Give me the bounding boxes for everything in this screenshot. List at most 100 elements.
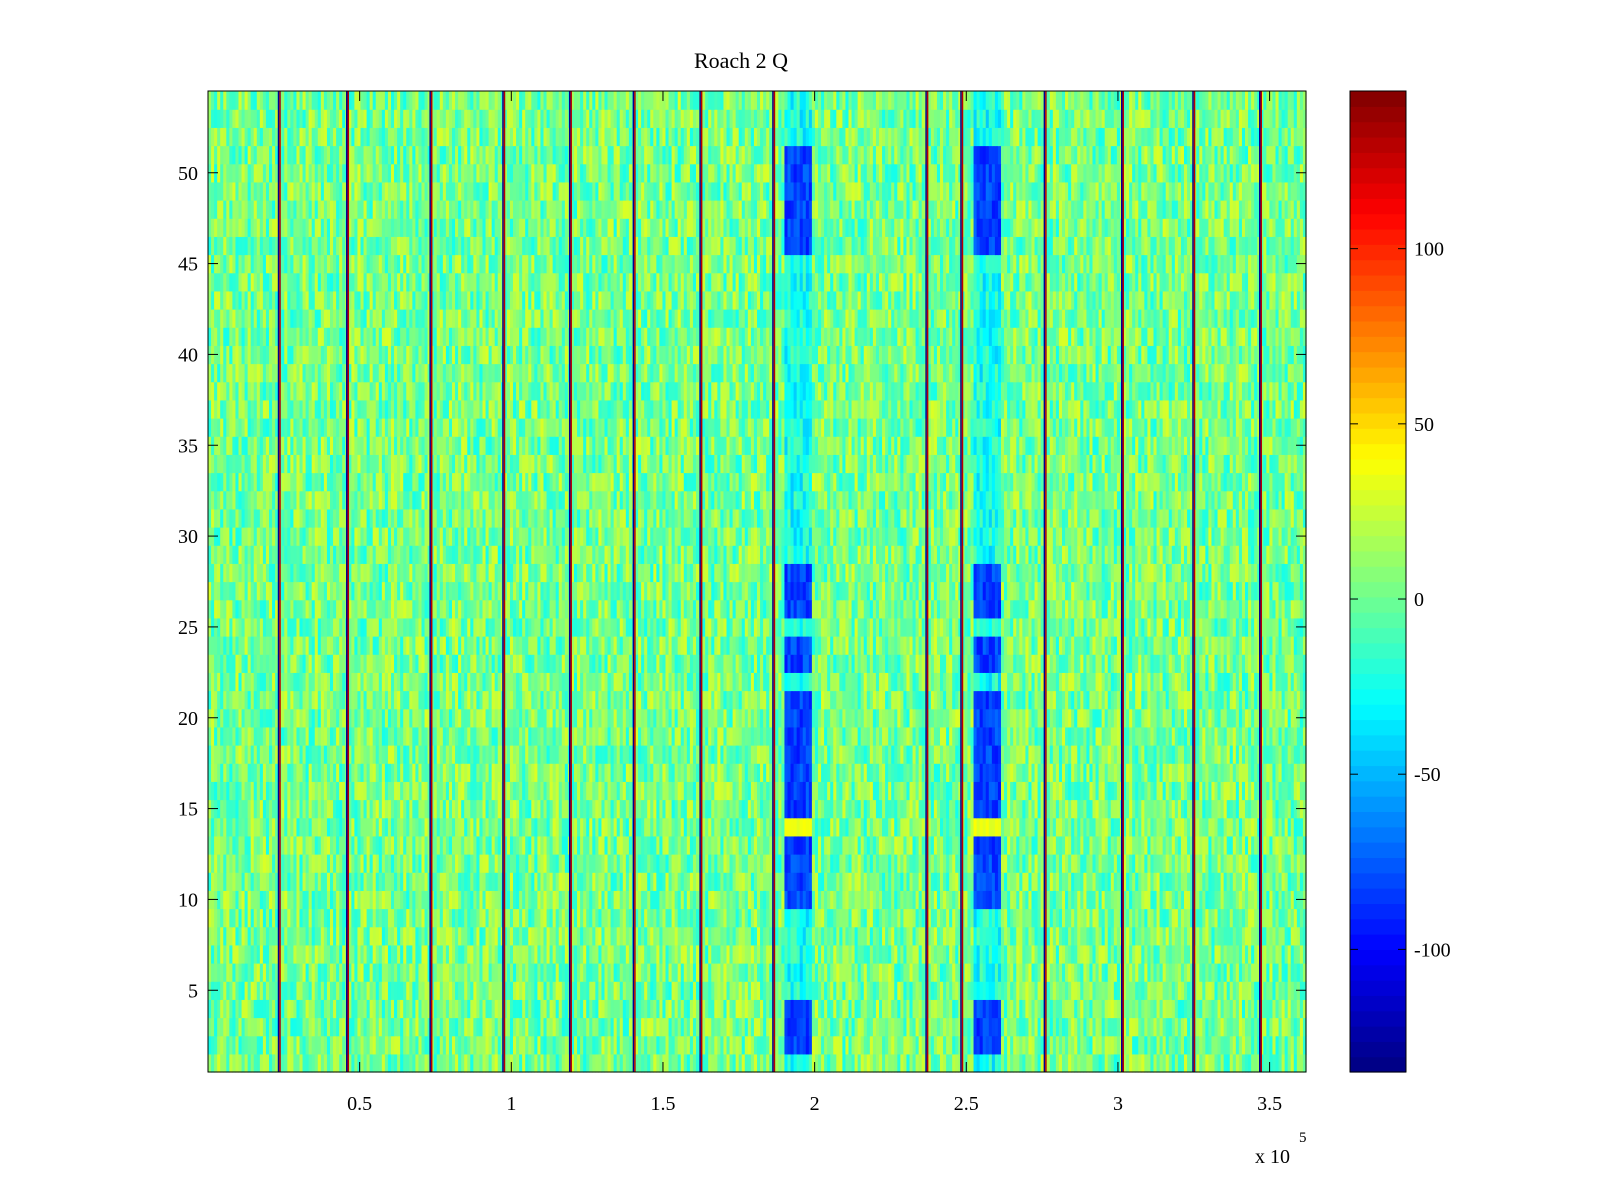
heatmap-cell — [1010, 908, 1014, 928]
heatmap-cell — [1062, 926, 1066, 946]
heatmap-cell — [1132, 890, 1136, 910]
heatmap-cell — [305, 890, 310, 910]
heatmap-cell — [275, 1035, 279, 1055]
heatmap-cell — [360, 835, 365, 855]
heatmap-cell — [1296, 963, 1301, 982]
heatmap-cell — [595, 944, 599, 964]
heatmap-cell — [1159, 1053, 1164, 1073]
heatmap-cell — [949, 854, 953, 873]
heatmap-cell — [921, 908, 926, 928]
heatmap-cell — [1107, 835, 1112, 855]
heatmap-cell — [305, 854, 310, 873]
heatmap-cell — [363, 817, 368, 837]
heatmap-cell — [250, 908, 255, 928]
heatmap-cell — [1126, 926, 1130, 946]
heatmap-cell — [1278, 963, 1283, 982]
heatmap-cell — [1055, 1053, 1060, 1073]
heatmap-cell — [488, 926, 493, 946]
heatmap-cell — [461, 890, 465, 910]
heatmap-cell — [363, 854, 368, 873]
heatmap-cell — [369, 1035, 374, 1055]
heatmap-cell — [1135, 890, 1139, 910]
heatmap-cell — [269, 817, 273, 837]
heatmap-cell — [964, 944, 969, 964]
heatmap-cell — [1007, 1017, 1011, 1037]
heatmap-cell — [290, 963, 294, 982]
heatmap-cell — [427, 872, 432, 891]
heatmap-cell — [1123, 854, 1127, 873]
heatmap-cell — [244, 890, 249, 910]
heatmap-cell — [958, 963, 962, 982]
heatmap-cell — [918, 1017, 923, 1037]
heatmap-cell — [415, 981, 420, 1000]
heatmap-cell — [702, 1017, 706, 1037]
heatmap-cell — [644, 817, 648, 837]
heatmap-cell — [415, 963, 420, 982]
heatmap-cell — [744, 963, 749, 982]
heatmap-cell — [1123, 981, 1127, 1000]
heatmap-cell — [1065, 963, 1069, 982]
heatmap-cell — [1174, 926, 1179, 946]
heatmap-cell — [848, 1035, 853, 1055]
heatmap-cell — [589, 1017, 593, 1037]
heatmap-cell — [1272, 890, 1277, 910]
heatmap-cell — [610, 835, 615, 855]
heatmap-cell — [918, 854, 923, 873]
heatmap-cell — [711, 890, 715, 910]
heatmap-cell — [497, 872, 502, 891]
heatmap-cell — [964, 963, 969, 982]
heatmap-cell — [1037, 835, 1042, 855]
heatmap-cell — [1245, 908, 1249, 928]
heatmap-cell — [1235, 890, 1240, 910]
heatmap-cell — [574, 999, 578, 1019]
heatmap-cell — [635, 963, 639, 982]
heatmap-cell — [272, 963, 276, 982]
heatmap-cell — [470, 1053, 474, 1073]
heatmap-cell — [1074, 981, 1078, 1000]
heatmap-cell — [592, 1053, 596, 1073]
heatmap-cell — [790, 926, 795, 946]
heatmap-cell — [885, 854, 889, 873]
heatmap-cell — [717, 872, 721, 891]
heatmap-cell — [1199, 872, 1203, 891]
heatmap-cell — [982, 872, 987, 891]
heatmap-cell — [531, 999, 535, 1019]
heatmap-cell — [506, 817, 511, 837]
heatmap-cell — [525, 872, 529, 891]
heatmap-cell — [604, 908, 609, 928]
heatmap-cell — [781, 963, 786, 982]
heatmap-cell — [796, 854, 801, 873]
heatmap-cell — [467, 872, 471, 891]
heatmap-cell — [747, 981, 752, 1000]
heatmap-cell — [778, 854, 782, 873]
heatmap-cell — [326, 854, 331, 873]
heatmap-cell — [906, 944, 911, 964]
heatmap-cell — [241, 981, 246, 1000]
heatmap-cell — [488, 999, 493, 1019]
heatmap-cell — [1083, 890, 1087, 910]
heatmap-cell — [522, 1053, 526, 1073]
heatmap-cell — [1263, 854, 1267, 873]
heatmap-cell — [430, 872, 435, 891]
heatmap-cell — [1135, 835, 1139, 855]
heatmap-cell — [226, 872, 230, 891]
heatmap-cell — [839, 835, 843, 855]
heatmap-cell — [369, 817, 374, 837]
heatmap-cell — [967, 1035, 972, 1055]
heatmap-cell — [747, 1017, 752, 1037]
heatmap-cell — [1241, 1017, 1246, 1037]
heatmap-cell — [949, 999, 953, 1019]
heatmap-cell — [875, 872, 880, 891]
heatmap-cell — [702, 981, 706, 1000]
heatmap-cell — [1220, 1017, 1225, 1037]
heatmap-cell — [824, 944, 828, 964]
heatmap-cell — [546, 981, 551, 1000]
heatmap-cell — [1177, 908, 1182, 928]
heatmap-cell — [918, 963, 923, 982]
heatmap-cell — [394, 1035, 398, 1055]
heatmap-cell — [732, 817, 737, 837]
heatmap-cell — [1168, 872, 1173, 891]
heatmap-cell — [1214, 926, 1219, 946]
heatmap-cell — [308, 1035, 313, 1055]
heatmap-cell — [265, 1017, 270, 1037]
